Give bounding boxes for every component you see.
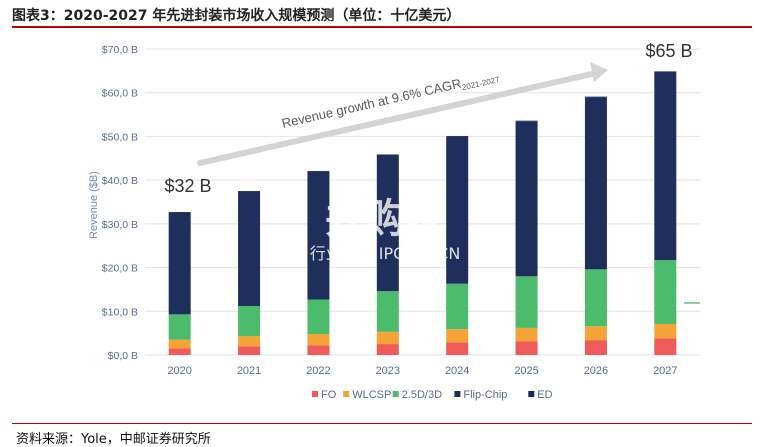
- bar-segment-wlcsp: [654, 323, 677, 339]
- bar-stack-2027: [654, 71, 677, 355]
- bar-stack-2023: [376, 154, 399, 355]
- watermark-sub: 行业报告 IPOIPO.CN: [310, 244, 461, 263]
- legend-label: ED: [537, 389, 552, 401]
- x-tick-label: 2022: [306, 365, 330, 377]
- bar-segment-flip-chip: [168, 212, 191, 315]
- bar-stack-2025: [515, 120, 538, 355]
- bar-segment-fo: [307, 345, 330, 355]
- legend-swatch: [454, 391, 461, 397]
- bar-segment-fo: [376, 344, 399, 355]
- bar-segment-2-5d-3d: [168, 314, 191, 340]
- start-value-label: $32 B: [164, 176, 211, 196]
- bar-segment-flip-chip: [515, 121, 538, 277]
- bar-segment-flip-chip: [307, 171, 330, 300]
- legend-label: Flip-Chip: [463, 389, 507, 401]
- y-tick-label: $20,0 B: [102, 263, 138, 275]
- bar-segment-flip-chip: [584, 97, 607, 270]
- bar-segment-2-5d-3d: [238, 306, 261, 337]
- growth-subscript: 2021-2027: [461, 75, 501, 92]
- watermark: 并购家 行业报告 IPOIPO.CN: [310, 196, 461, 263]
- bar-layer: [168, 71, 677, 355]
- y-axis-ticks: $0,0 B $10,0 B $20,0 B $30,0 B $40,0 B $50,0 …: [102, 44, 138, 362]
- page-title: 图表3：2020-2027 年先进封装市场收入规模预测（单位：十亿美元）: [12, 8, 461, 24]
- legend-swatch: [312, 391, 318, 397]
- bar-segment-flip-chip: [446, 136, 469, 284]
- bar-segment-2-5d-3d: [446, 283, 469, 330]
- watermark-main: 并购家: [325, 196, 445, 242]
- bar-segment-wlcsp: [307, 334, 330, 346]
- x-axis-ticks: 2020 2021 2022 2023 2024 2025 2026 2027: [167, 365, 677, 377]
- growth-arrow: Revenue growth at 9.6% CAGR2021-2027: [197, 62, 608, 166]
- bar-segment-fo: [584, 340, 607, 355]
- y-tick-label: $10,0 B: [102, 306, 138, 318]
- bar-segment-wlcsp: [168, 339, 191, 349]
- title-bar: 图表3：2020-2027 年先进封装市场收入规模预测（单位：十亿美元）: [12, 4, 752, 28]
- bar-segment-flip-chip: [376, 154, 399, 292]
- bar-segment-wlcsp: [376, 331, 399, 345]
- y-tick-label: $50,0 B: [102, 131, 138, 143]
- legend-swatch: [528, 391, 535, 397]
- bar-stack-2020: [168, 212, 191, 355]
- bar-segment-2-5d-3d: [584, 269, 607, 327]
- y-tick-label: $40,0 B: [102, 175, 138, 187]
- y-tick-label: $30,0 B: [102, 219, 138, 231]
- bar-segment-flip-chip: [238, 191, 261, 307]
- bar-segment-wlcsp: [238, 336, 261, 347]
- footer-divider: [12, 423, 752, 424]
- bar-segment-wlcsp: [515, 327, 538, 342]
- bar-segment-fo: [446, 342, 469, 355]
- x-tick-label: 2027: [653, 365, 677, 377]
- bar-stack-2024: [446, 135, 469, 355]
- y-tick-label: $70,0 B: [102, 44, 138, 56]
- legend-label: WLCSP: [352, 389, 391, 401]
- bar-segment-2-5d-3d: [654, 260, 677, 324]
- bar-segment-fo: [515, 341, 538, 355]
- bar-stack-2021: [238, 191, 261, 355]
- bar-segment-2-5d-3d: [376, 291, 399, 332]
- end-value-label: $65 B: [645, 41, 692, 61]
- bar-segment-wlcsp: [584, 326, 607, 341]
- bar-segment-fo: [168, 348, 191, 355]
- x-tick-label: 2025: [514, 365, 538, 377]
- y-axis-label: Revenue ($B): [88, 171, 100, 239]
- source-note: 资料来源：Yole，中邮证券研究所: [16, 432, 211, 447]
- bar-segment-2-5d-3d: [307, 299, 330, 335]
- bar-segment-fo: [238, 346, 261, 355]
- bar-segment-flip-chip: [654, 71, 677, 261]
- legend-swatch: [343, 391, 350, 397]
- legend-label: 2.5D/3D: [402, 389, 442, 401]
- bar-segment-wlcsp: [446, 329, 469, 343]
- bar-segment-fo: [654, 338, 677, 355]
- legend-label: FO: [321, 389, 337, 401]
- x-tick-label: 2023: [376, 365, 400, 377]
- y-tick-label: $0,0 B: [108, 350, 138, 362]
- y-tick-label: $60,0 B: [102, 88, 138, 100]
- bar-segment-2-5d-3d: [515, 276, 538, 328]
- bar-stack-2022: [307, 170, 330, 355]
- legend: FO WLCSP 2.5D/3D Flip-Chip ED: [312, 389, 553, 401]
- x-tick-label: 2021: [237, 365, 261, 377]
- legend-swatch: [392, 391, 399, 397]
- grid-layer: [145, 48, 700, 356]
- x-tick-label: 2020: [167, 365, 191, 377]
- x-tick-label: 2024: [445, 365, 469, 377]
- x-tick-label: 2026: [584, 365, 608, 377]
- bar-stack-2026: [584, 96, 607, 355]
